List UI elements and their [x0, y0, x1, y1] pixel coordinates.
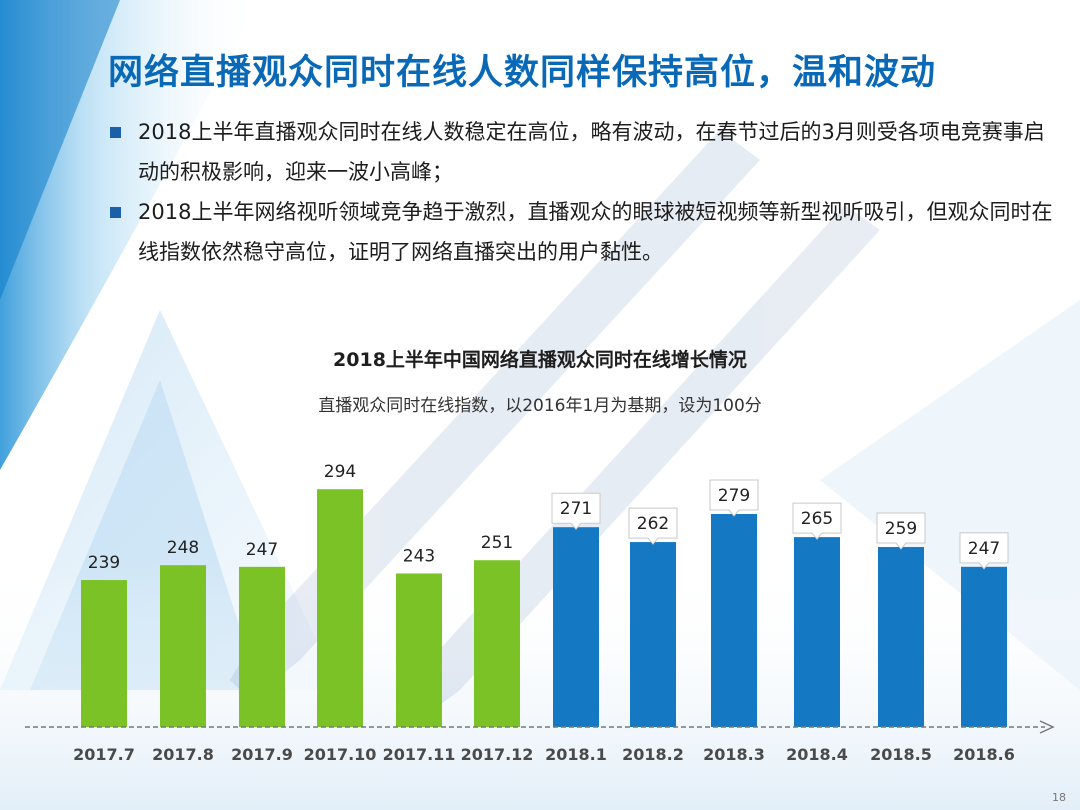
bar-2017.12 [474, 560, 520, 727]
x-tick-label: 2018.5 [870, 745, 932, 764]
x-tick-label: 2018.2 [622, 745, 684, 764]
bar-2017.8 [160, 565, 206, 727]
data-label: 247 [246, 540, 278, 560]
bar-2018.3 [711, 514, 757, 727]
callout-shape [876, 512, 926, 550]
x-tick-label: 2017.9 [231, 745, 293, 764]
bar-2018.5 [878, 547, 924, 727]
callout-shape [628, 507, 678, 545]
bar-2018.1 [553, 527, 599, 727]
data-label: 248 [167, 538, 199, 558]
callout-shape [959, 532, 1009, 570]
data-label-box: 262 [628, 507, 678, 545]
bar-2018.4 [794, 537, 840, 727]
data-label-box: 247 [959, 532, 1009, 570]
bullet-list: 2018上半年直播观众同时在线人数稳定在高位，略有波动，在春节过后的3月则受各项… [110, 112, 1060, 272]
data-label-box: 279 [709, 479, 759, 517]
x-tick-label: 2018.1 [545, 745, 607, 764]
data-label-box: 259 [876, 512, 926, 550]
bar-2017.10 [317, 489, 363, 727]
slide-title: 网络直播观众同时在线人数同样保持高位，温和波动 [108, 53, 937, 93]
x-tick-label: 2018.6 [953, 745, 1015, 764]
bullet-item: 2018上半年直播观众同时在线人数稳定在高位，略有波动，在春节过后的3月则受各项… [110, 112, 1060, 192]
x-tick-label: 2017.12 [461, 745, 534, 764]
bar-2017.7 [81, 580, 127, 727]
x-tick-label: 2017.10 [304, 745, 377, 764]
data-label-box: 265 [792, 502, 842, 540]
data-label: 262 [637, 514, 669, 534]
x-axis-arrow-icon [1039, 720, 1055, 734]
bullet-text: 2018上半年网络视听领域竞争趋于激烈，直播观众的眼球被短视频等新型视听吸引，但… [138, 200, 1053, 264]
data-label: 243 [403, 546, 435, 566]
bar-2018.2 [630, 542, 676, 727]
data-label: 251 [481, 533, 513, 553]
page-number: 18 [1052, 791, 1066, 804]
bullet-item: 2018上半年网络视听领域竞争趋于激烈，直播观众的眼球被短视频等新型视听吸引，但… [110, 192, 1060, 272]
bullet-square-icon [110, 207, 121, 218]
bar-2017.11 [396, 573, 442, 727]
x-tick-label: 2018.3 [703, 745, 765, 764]
x-tick-label: 2018.4 [786, 745, 848, 764]
callout-shape [792, 502, 842, 540]
data-label: 247 [968, 539, 1000, 559]
data-label: 259 [885, 519, 917, 539]
data-label: 279 [718, 486, 750, 506]
chart-title: 2018上半年中国网络直播观众同时在线增长情况 [333, 349, 747, 371]
bullet-square-icon [110, 127, 121, 138]
data-label-box: 271 [551, 492, 601, 530]
bar-2018.6 [961, 566, 1007, 727]
x-tick-label: 2017.7 [73, 745, 135, 764]
data-label: 294 [324, 462, 356, 482]
data-label: 265 [801, 509, 833, 529]
x-tick-label: 2017.11 [383, 745, 456, 764]
data-label: 239 [88, 553, 120, 573]
x-tick-label: 2017.8 [152, 745, 214, 764]
callout-shape [709, 479, 759, 517]
chart-subtitle: 直播观众同时在线指数，以2016年1月为基期，设为100分 [318, 396, 762, 416]
callout-shape [551, 492, 601, 530]
bullet-text: 2018上半年直播观众同时在线人数稳定在高位，略有波动，在春节过后的3月则受各项… [138, 120, 1045, 184]
bar-2017.9 [239, 566, 285, 727]
data-label: 271 [560, 499, 592, 519]
